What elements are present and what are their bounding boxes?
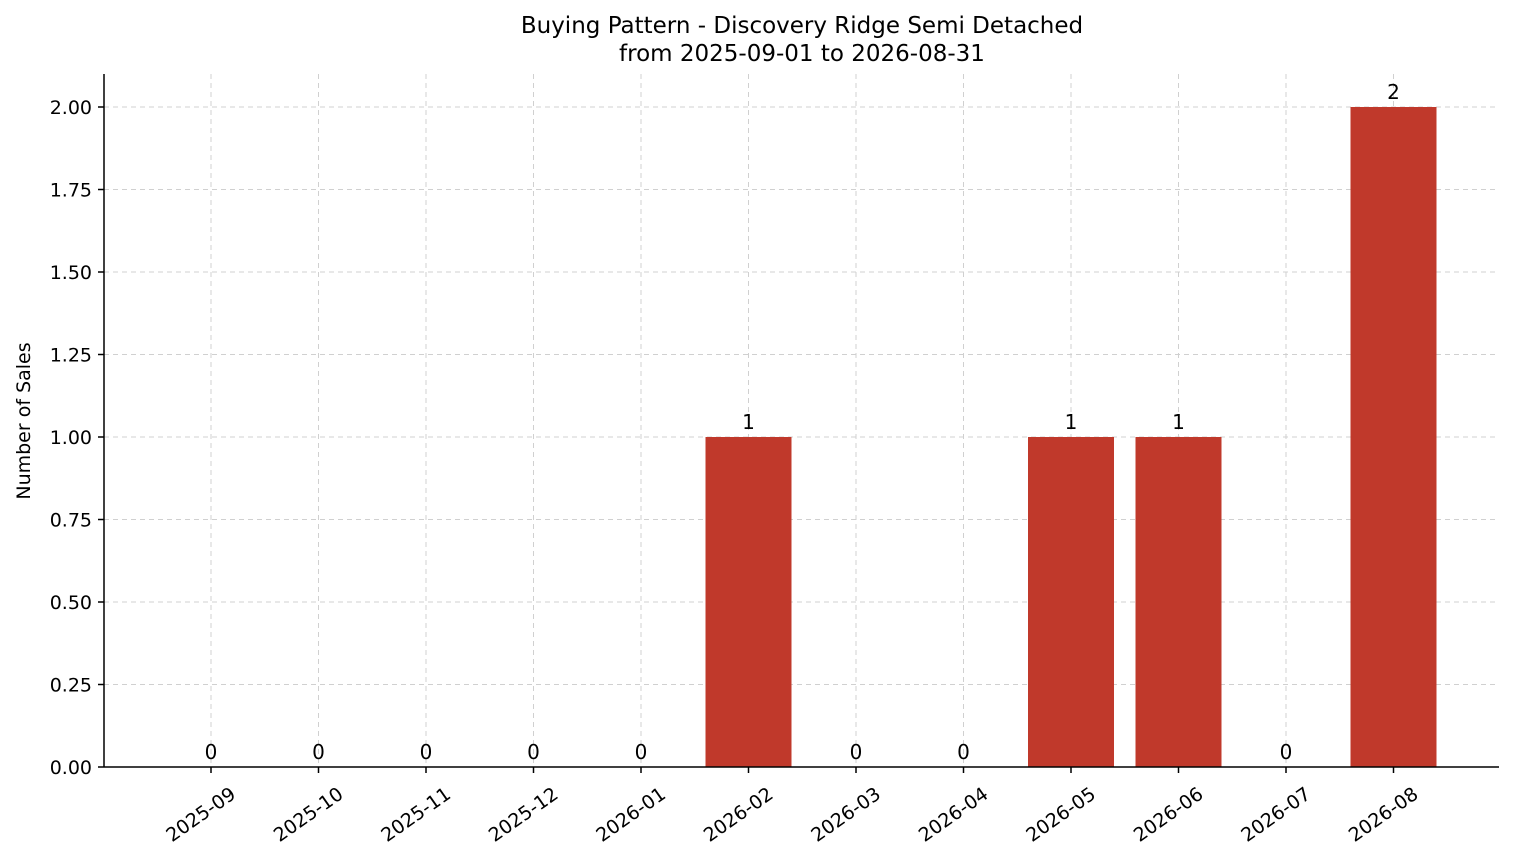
bar: [1028, 437, 1114, 767]
bars-layer: [705, 107, 1437, 767]
x-tick-label: 2026-07: [1237, 783, 1315, 847]
y-tick-label: 2.00: [50, 97, 92, 119]
x-tick-label: 2025-10: [270, 783, 348, 847]
x-tick-label: 2026-04: [915, 783, 993, 847]
data-label: 0: [420, 740, 433, 764]
x-tick-label: 2026-08: [1345, 783, 1423, 847]
y-axis-label: Number of Sales: [13, 342, 35, 499]
data-label: 2: [1387, 80, 1400, 104]
chart-subtitle: from 2025-09-01 to 2026-08-31: [619, 41, 985, 67]
grid-layer: [104, 74, 1499, 768]
x-tick-label: 2025-09: [162, 783, 240, 847]
x-tick-label: 2026-05: [1022, 783, 1100, 847]
axes-layer: [103, 74, 1499, 768]
data-label: 1: [1172, 410, 1185, 434]
y-tick-label: 1.00: [50, 427, 92, 449]
data-label: 1: [742, 410, 755, 434]
data-label: 1: [1065, 410, 1078, 434]
x-tick-label: 2025-12: [485, 783, 563, 847]
bar: [1350, 107, 1437, 767]
x-tick-label: 2026-02: [700, 783, 778, 847]
y-tick-label: 0.75: [50, 510, 92, 532]
y-tick-label: 1.25: [50, 345, 92, 367]
y-tick-label: 1.75: [50, 180, 92, 202]
y-tick-label: 0.25: [50, 675, 92, 697]
data-label: 0: [205, 740, 218, 764]
data-label: 0: [850, 740, 863, 764]
y-tick-label: 0.50: [50, 592, 92, 614]
x-tick-label: 2026-06: [1130, 783, 1208, 847]
x-tick-label: 2026-01: [592, 783, 670, 847]
chart-title: Buying Pattern - Discovery Ridge Semi De…: [521, 13, 1083, 39]
data-label: 0: [312, 740, 325, 764]
data-label: 0: [957, 740, 970, 764]
bar: [705, 437, 792, 767]
data-labels-layer: 0 0 0 0 0 1 0 0 1 1 0 2: [205, 80, 1400, 764]
y-tick-label: 1.50: [50, 262, 92, 284]
x-tick-label: 2025-11: [377, 783, 455, 847]
y-tick-label: 0.00: [50, 757, 92, 779]
data-label: 0: [527, 740, 540, 764]
bar: [1135, 437, 1222, 767]
data-label: 0: [1280, 740, 1293, 764]
data-label: 0: [635, 740, 648, 764]
x-tick-label: 2026-03: [807, 783, 885, 847]
